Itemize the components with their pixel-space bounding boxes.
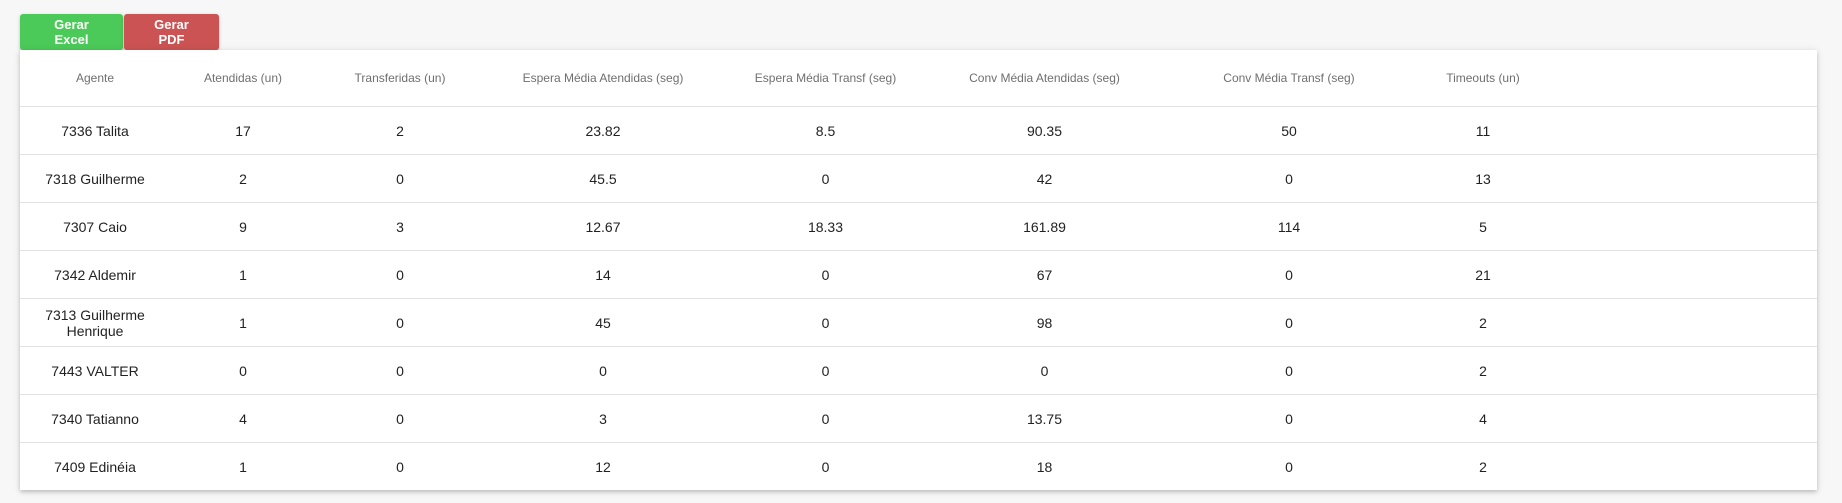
cell-agent: 7318 Guilherme	[20, 154, 170, 203]
cell-avg-talk-transferred: 0	[1160, 346, 1418, 395]
cell-avg-talk-transferred: 50	[1160, 106, 1418, 155]
cell-answered: 0	[170, 346, 316, 395]
cell-spacer	[1548, 443, 1817, 491]
cell-spacer	[1548, 394, 1817, 443]
cell-spacer	[1548, 298, 1817, 347]
cell-avg-wait-answered: 45	[484, 298, 722, 347]
cell-agent: 7443 VALTER	[20, 346, 170, 395]
cell-spacer	[1548, 106, 1817, 155]
cell-avg-wait-answered: 0	[484, 346, 722, 395]
cell-timeouts: 2	[1479, 458, 1487, 475]
cell-avg-wait-transferred: 0	[722, 394, 929, 443]
cell-avg-wait-transferred: 0	[821, 458, 830, 475]
table-header: Agente Atendidas (un) Transferidas (un) Esp…	[20, 50, 1817, 107]
table-row: 7307 Caio 9 3 12.67 18.33 161.89 114 5	[20, 202, 1817, 251]
column-header-spacer	[1548, 50, 1817, 107]
table-row: 7340 Tatianno 4 0 3 0 13.75 0 4	[20, 394, 1817, 443]
cell-spacer	[1548, 202, 1817, 251]
cell-avg-wait-answered: 3	[484, 394, 722, 443]
column-header-agent: Agente	[20, 50, 170, 107]
cell-avg-talk-transferred: 0	[1160, 298, 1418, 347]
cell-spacer	[1548, 154, 1817, 203]
cell-avg-talk-answered: 67	[929, 250, 1160, 299]
cell-avg-talk-answered: 18	[1036, 458, 1053, 475]
cell-avg-wait-answered: 14	[484, 250, 722, 299]
cell-answered: 1	[170, 298, 316, 347]
report-card: Agente Atendidas (un) Transferidas (un) Esp…	[20, 50, 1817, 490]
generate-pdf-button[interactable]: Gerar PDF	[124, 14, 219, 50]
column-header-avg-wait-transferred: Espera Média Transf (seg)	[722, 50, 929, 107]
cell-avg-talk-transferred: 0	[1285, 458, 1293, 475]
table-row: 7443 VALTER 0 0 0 0 0 0 2	[20, 346, 1817, 395]
column-header-answered: Atendidas (un)	[170, 50, 316, 107]
column-header-timeouts: Timeouts (un)	[1418, 50, 1548, 107]
generate-excel-button[interactable]: Gerar Excel	[20, 14, 123, 50]
cell-agent: 7409 Edinéia	[54, 458, 136, 475]
cell-avg-wait-answered: 45.5	[484, 154, 722, 203]
cell-spacer	[1548, 346, 1817, 395]
cell-transferred: 0	[316, 298, 484, 347]
cell-answered: 17	[170, 106, 316, 155]
table-row: 7318 Guilherme 2 0 45.5 0 42 0 13	[20, 154, 1817, 203]
cell-avg-talk-transferred: 0	[1160, 154, 1418, 203]
cell-answered: 1	[239, 458, 247, 475]
table-body: 7336 Talita 17 2 23.82 8.5 90.35 50 11 7318 Guil…	[20, 106, 1817, 491]
column-header-avg-talk-transferred: Conv Média Transf (seg)	[1160, 50, 1418, 107]
agents-table: Agente Atendidas (un) Transferidas (un) Esp…	[20, 50, 1817, 490]
cell-avg-wait-transferred: 8.5	[722, 106, 929, 155]
cell-timeouts: 11	[1418, 106, 1548, 155]
table-row: 7313 Guilherme Henrique 1 0 45 0 98 0 2	[20, 298, 1817, 347]
cell-spacer	[1548, 250, 1817, 299]
cell-timeouts: 4	[1418, 394, 1548, 443]
cell-avg-talk-transferred: 114	[1160, 202, 1418, 251]
cell-answered: 4	[170, 394, 316, 443]
cell-avg-talk-transferred: 0	[1160, 250, 1418, 299]
cell-timeouts: 5	[1418, 202, 1548, 251]
cell-answered: 1	[170, 250, 316, 299]
cell-timeouts: 21	[1418, 250, 1548, 299]
header-row: Agente Atendidas (un) Transferidas (un) Esp…	[20, 50, 1817, 107]
cell-avg-talk-answered: 0	[929, 346, 1160, 395]
cell-transferred: 0	[396, 458, 404, 475]
cell-transferred: 0	[316, 154, 484, 203]
cell-answered: 2	[170, 154, 316, 203]
cell-timeouts: 2	[1418, 298, 1548, 347]
cell-avg-wait-transferred: 18.33	[722, 202, 929, 251]
cell-transferred: 0	[316, 394, 484, 443]
column-header-avg-wait-answered: Espera Média Atendidas (seg)	[484, 50, 722, 107]
cell-avg-wait-transferred: 0	[722, 250, 929, 299]
cell-timeouts: 2	[1418, 346, 1548, 395]
toolbar: Gerar Excel Gerar PDF	[20, 14, 219, 50]
cell-avg-talk-answered: 42	[929, 154, 1160, 203]
cell-answered: 9	[170, 202, 316, 251]
cell-avg-talk-answered: 90.35	[929, 106, 1160, 155]
cell-transferred: 0	[316, 250, 484, 299]
cell-avg-wait-transferred: 0	[722, 298, 929, 347]
cell-avg-talk-answered: 13.75	[929, 394, 1160, 443]
cell-agent: 7313 Guilherme Henrique	[20, 298, 170, 347]
cell-agent: 7340 Tatianno	[20, 394, 170, 443]
cell-avg-wait-transferred: 0	[722, 346, 929, 395]
column-header-transferred: Transferidas (un)	[316, 50, 484, 107]
cell-transferred: 2	[316, 106, 484, 155]
cell-avg-wait-answered: 23.82	[484, 106, 722, 155]
table-row: 7336 Talita 17 2 23.82 8.5 90.35 50 11	[20, 106, 1817, 155]
cell-avg-talk-transferred: 0	[1160, 394, 1418, 443]
cell-transferred: 3	[316, 202, 484, 251]
table-row: 7409 Edinéia 1 0 12 0 18 0 2	[20, 443, 1817, 491]
column-header-avg-talk-answered: Conv Média Atendidas (seg)	[929, 50, 1160, 107]
cell-avg-wait-answered: 12	[595, 458, 611, 475]
cell-avg-talk-answered: 98	[929, 298, 1160, 347]
cell-agent: 7307 Caio	[20, 202, 170, 251]
cell-agent: 7342 Aldemir	[20, 250, 170, 299]
cell-avg-talk-answered: 161.89	[929, 202, 1160, 251]
cell-agent: 7336 Talita	[20, 106, 170, 155]
table-row: 7342 Aldemir 1 0 14 0 67 0 21	[20, 250, 1817, 299]
cell-avg-wait-answered: 12.67	[484, 202, 722, 251]
cell-timeouts: 13	[1418, 154, 1548, 203]
cell-avg-wait-transferred: 0	[722, 154, 929, 203]
cell-transferred: 0	[316, 346, 484, 395]
